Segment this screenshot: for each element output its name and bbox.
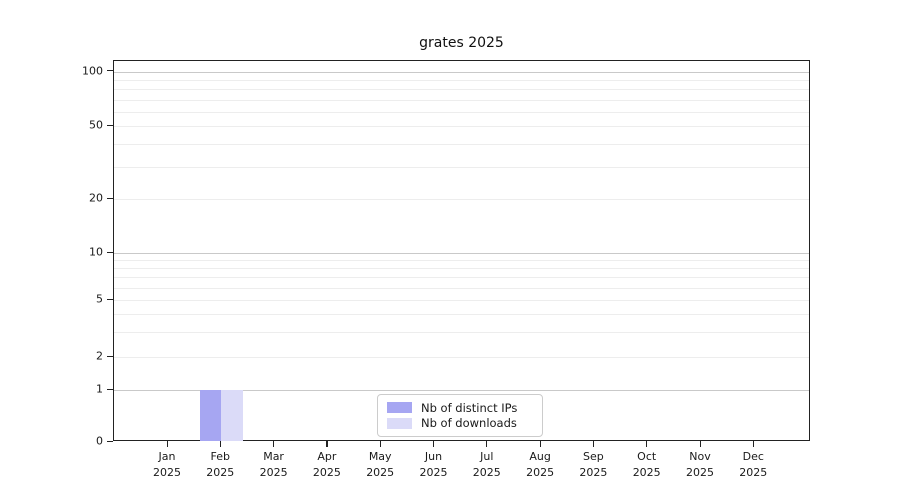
x-tick-mark-dec bbox=[752, 441, 754, 447]
x-tick-mark-sep bbox=[592, 441, 595, 447]
x-tick-month: May bbox=[368, 450, 392, 463]
gridline-y-80 bbox=[114, 89, 809, 91]
gridline-y-100 bbox=[114, 71, 809, 73]
x-tick-month: Jun bbox=[424, 450, 443, 463]
gridline-y-20 bbox=[114, 199, 809, 200]
x-tick-mark-oct bbox=[646, 441, 648, 447]
gridline-y-4 bbox=[114, 313, 809, 315]
legend-item: Nb of downloads bbox=[387, 416, 533, 432]
x-tick-label-aug: Aug 2025 bbox=[510, 449, 570, 481]
gridline-y-90 bbox=[114, 79, 809, 81]
x-tick-month: Jul bbox=[480, 450, 494, 463]
y-tick-mark-10 bbox=[107, 251, 113, 253]
x-tick-month: Oct bbox=[637, 450, 657, 463]
x-tick-mark-nov bbox=[699, 441, 701, 447]
x-tick-year: 2025 bbox=[526, 466, 555, 479]
gridline-y-6 bbox=[114, 287, 809, 289]
gridline-y-5 bbox=[114, 300, 809, 301]
x-tick-month: Jan bbox=[158, 450, 176, 463]
y-tick-label-5: 5 bbox=[96, 292, 103, 306]
x-tick-mark-jun bbox=[433, 441, 435, 447]
x-tick-label-feb: Feb 2025 bbox=[190, 449, 250, 481]
x-tick-year: 2025 bbox=[632, 466, 661, 479]
x-tick-label-mar: Mar 2025 bbox=[244, 449, 304, 481]
y-tick-mark-5 bbox=[107, 298, 113, 300]
x-tick-mark-jul bbox=[486, 441, 488, 447]
x-tick-mark-apr bbox=[326, 441, 328, 447]
x-tick-label-jun: Jun 2025 bbox=[404, 449, 464, 481]
x-tick-month: Aug bbox=[529, 450, 551, 463]
y-tick-mark-100 bbox=[107, 70, 113, 72]
x-tick-label-oct: Oct 2025 bbox=[617, 449, 677, 481]
legend-swatch-icon bbox=[387, 417, 412, 429]
bar-feb-series-1 bbox=[221, 390, 243, 441]
x-tick-mark-feb bbox=[219, 441, 221, 447]
x-tick-label-nov: Nov 2025 bbox=[670, 449, 730, 481]
x-tick-mark-jan bbox=[166, 441, 168, 447]
x-tick-month: Feb bbox=[210, 450, 231, 463]
x-tick-year: 2025 bbox=[419, 466, 448, 479]
gridline-y-60 bbox=[114, 111, 809, 113]
x-tick-month: Dec bbox=[742, 450, 764, 463]
plot-area bbox=[113, 60, 810, 441]
x-tick-year: 2025 bbox=[366, 466, 395, 479]
legend-swatch-icon bbox=[387, 402, 412, 414]
x-tick-year: 2025 bbox=[206, 466, 235, 479]
gridline-y-40 bbox=[114, 143, 809, 145]
legend-label: Nb of downloads bbox=[421, 416, 517, 431]
y-tick-mark-2 bbox=[107, 355, 113, 357]
legend: Nb of distinct IPs Nb of downloads bbox=[377, 394, 543, 437]
x-tick-mark-mar bbox=[273, 441, 275, 447]
chart-title: grates 2025 bbox=[419, 35, 504, 51]
y-tick-mark-50 bbox=[107, 124, 113, 126]
gridline-y-3 bbox=[114, 331, 809, 333]
legend-label: Nb of distinct IPs bbox=[421, 400, 518, 415]
y-tick-label-0: 0 bbox=[96, 434, 103, 448]
x-tick-year: 2025 bbox=[579, 466, 608, 479]
x-tick-year: 2025 bbox=[312, 466, 341, 479]
x-tick-month: Apr bbox=[317, 450, 337, 463]
x-tick-label-jul: Jul 2025 bbox=[457, 449, 517, 481]
x-tick-label-dec: Dec 2025 bbox=[723, 449, 783, 481]
legend-item: Nb of distinct IPs bbox=[387, 400, 533, 416]
x-tick-mark-may bbox=[379, 441, 381, 447]
x-tick-month: Nov bbox=[689, 450, 711, 463]
y-tick-label-1: 1 bbox=[96, 382, 103, 396]
x-tick-month: Mar bbox=[263, 450, 284, 463]
x-tick-label-jan: Jan 2025 bbox=[137, 449, 197, 481]
gridline-y-70 bbox=[114, 99, 809, 101]
gridline-y-9 bbox=[114, 260, 809, 262]
gridline-y-10 bbox=[114, 253, 809, 254]
y-tick-label-50: 50 bbox=[89, 118, 103, 132]
gridline-y-30 bbox=[114, 166, 809, 168]
gridline-y-7 bbox=[114, 277, 809, 279]
gridline-y-50 bbox=[114, 126, 809, 127]
y-tick-label-100: 100 bbox=[82, 64, 103, 78]
x-tick-year: 2025 bbox=[259, 466, 288, 479]
y-tick-label-10: 10 bbox=[89, 245, 103, 259]
gridline-y-8 bbox=[114, 268, 809, 270]
y-tick-mark-0 bbox=[107, 440, 113, 442]
x-tick-label-may: May 2025 bbox=[350, 449, 410, 481]
x-tick-mark-aug bbox=[539, 441, 541, 447]
bar-feb-series-0 bbox=[199, 390, 222, 441]
y-tick-mark-1 bbox=[107, 388, 113, 390]
y-tick-label-20: 20 bbox=[89, 191, 103, 205]
y-tick-mark-20 bbox=[107, 197, 113, 199]
x-tick-label-apr: Apr 2025 bbox=[297, 449, 357, 481]
x-tick-month: Sep bbox=[583, 450, 604, 463]
x-tick-year: 2025 bbox=[472, 466, 501, 479]
x-tick-year: 2025 bbox=[153, 466, 181, 479]
x-tick-year: 2025 bbox=[686, 466, 714, 479]
x-tick-label-sep: Sep 2025 bbox=[563, 449, 623, 481]
y-tick-label-2: 2 bbox=[96, 349, 103, 363]
gridline-y-2 bbox=[114, 357, 809, 358]
gridline-y-1 bbox=[114, 390, 809, 391]
x-tick-year: 2025 bbox=[739, 466, 768, 479]
